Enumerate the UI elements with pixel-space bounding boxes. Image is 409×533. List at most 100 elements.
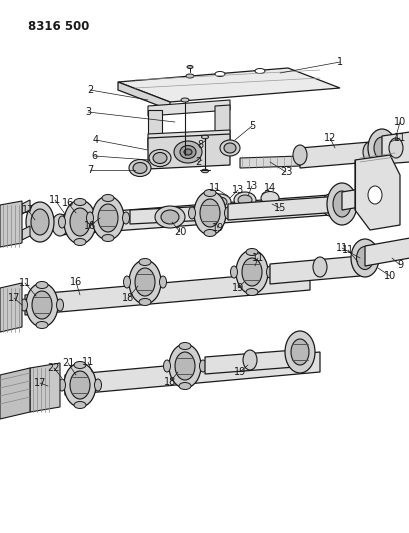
Ellipse shape: [70, 208, 90, 236]
Ellipse shape: [32, 291, 52, 319]
Text: 14: 14: [263, 183, 275, 193]
Ellipse shape: [175, 352, 195, 380]
Text: 3: 3: [85, 107, 91, 117]
Ellipse shape: [241, 258, 261, 286]
Text: 18: 18: [84, 221, 96, 231]
Text: 17: 17: [22, 205, 34, 215]
Ellipse shape: [56, 299, 63, 311]
Polygon shape: [148, 100, 229, 116]
Ellipse shape: [204, 190, 216, 197]
Polygon shape: [148, 130, 229, 148]
Ellipse shape: [153, 152, 166, 164]
Ellipse shape: [36, 281, 48, 288]
Ellipse shape: [201, 169, 208, 173]
Polygon shape: [60, 195, 329, 235]
Text: 23: 23: [279, 167, 292, 177]
Ellipse shape: [284, 331, 314, 373]
Ellipse shape: [180, 98, 189, 102]
Text: 15: 15: [273, 203, 285, 213]
Ellipse shape: [92, 196, 124, 240]
Text: 18: 18: [121, 293, 134, 303]
Ellipse shape: [356, 246, 373, 270]
Polygon shape: [239, 156, 299, 168]
Ellipse shape: [234, 192, 255, 208]
Ellipse shape: [74, 401, 86, 408]
Ellipse shape: [129, 260, 161, 304]
Ellipse shape: [388, 138, 402, 158]
Text: 11: 11: [335, 243, 347, 253]
Ellipse shape: [98, 204, 118, 232]
Ellipse shape: [254, 69, 264, 74]
Ellipse shape: [350, 239, 378, 277]
Polygon shape: [270, 256, 359, 284]
Ellipse shape: [321, 194, 337, 216]
Text: 10: 10: [383, 271, 395, 281]
Text: 2: 2: [87, 85, 93, 95]
Ellipse shape: [159, 276, 166, 288]
Text: 4: 4: [93, 135, 99, 145]
Ellipse shape: [186, 74, 193, 78]
Ellipse shape: [129, 159, 151, 176]
Polygon shape: [130, 206, 209, 224]
Ellipse shape: [26, 202, 54, 242]
Ellipse shape: [266, 266, 273, 278]
Ellipse shape: [36, 321, 48, 328]
Ellipse shape: [169, 344, 200, 388]
Ellipse shape: [364, 183, 378, 203]
Text: 7: 7: [87, 165, 93, 175]
Ellipse shape: [133, 163, 147, 174]
Ellipse shape: [204, 230, 216, 237]
Ellipse shape: [209, 194, 230, 210]
Ellipse shape: [213, 197, 227, 207]
Polygon shape: [30, 363, 60, 412]
Ellipse shape: [74, 198, 86, 206]
Polygon shape: [22, 200, 30, 214]
Text: 12: 12: [323, 133, 335, 143]
Ellipse shape: [163, 360, 170, 372]
Polygon shape: [364, 238, 409, 266]
Ellipse shape: [193, 191, 225, 235]
Ellipse shape: [74, 361, 86, 368]
Polygon shape: [204, 350, 294, 374]
Ellipse shape: [237, 195, 252, 205]
Ellipse shape: [230, 266, 237, 278]
Ellipse shape: [135, 268, 155, 296]
Text: 2: 2: [194, 157, 201, 167]
Text: 11: 11: [82, 357, 94, 367]
Ellipse shape: [139, 298, 151, 305]
Ellipse shape: [224, 207, 231, 219]
Text: 11: 11: [19, 278, 31, 288]
Ellipse shape: [184, 149, 191, 155]
Ellipse shape: [74, 238, 86, 246]
Ellipse shape: [148, 149, 171, 166]
Text: 19: 19: [233, 367, 245, 377]
Polygon shape: [354, 155, 399, 230]
Ellipse shape: [52, 214, 68, 236]
Ellipse shape: [102, 195, 114, 201]
Ellipse shape: [180, 146, 196, 158]
Text: 1: 1: [336, 57, 342, 67]
Polygon shape: [0, 368, 30, 419]
Ellipse shape: [243, 350, 256, 370]
Text: 13: 13: [231, 185, 243, 195]
Ellipse shape: [64, 200, 96, 244]
Ellipse shape: [86, 212, 93, 224]
Text: 17: 17: [8, 293, 20, 303]
Ellipse shape: [58, 216, 65, 228]
Ellipse shape: [261, 191, 278, 205]
Text: 5: 5: [248, 121, 254, 131]
Ellipse shape: [94, 379, 101, 391]
Ellipse shape: [58, 379, 65, 391]
Text: 8: 8: [196, 140, 202, 150]
Ellipse shape: [102, 235, 114, 241]
Ellipse shape: [31, 209, 49, 235]
Ellipse shape: [312, 257, 326, 277]
Text: 16: 16: [70, 277, 82, 287]
Polygon shape: [0, 201, 22, 247]
Polygon shape: [22, 226, 30, 240]
Ellipse shape: [245, 288, 257, 295]
Ellipse shape: [199, 360, 206, 372]
Text: 11: 11: [393, 133, 405, 143]
Ellipse shape: [362, 142, 376, 162]
Text: 11: 11: [341, 245, 353, 255]
